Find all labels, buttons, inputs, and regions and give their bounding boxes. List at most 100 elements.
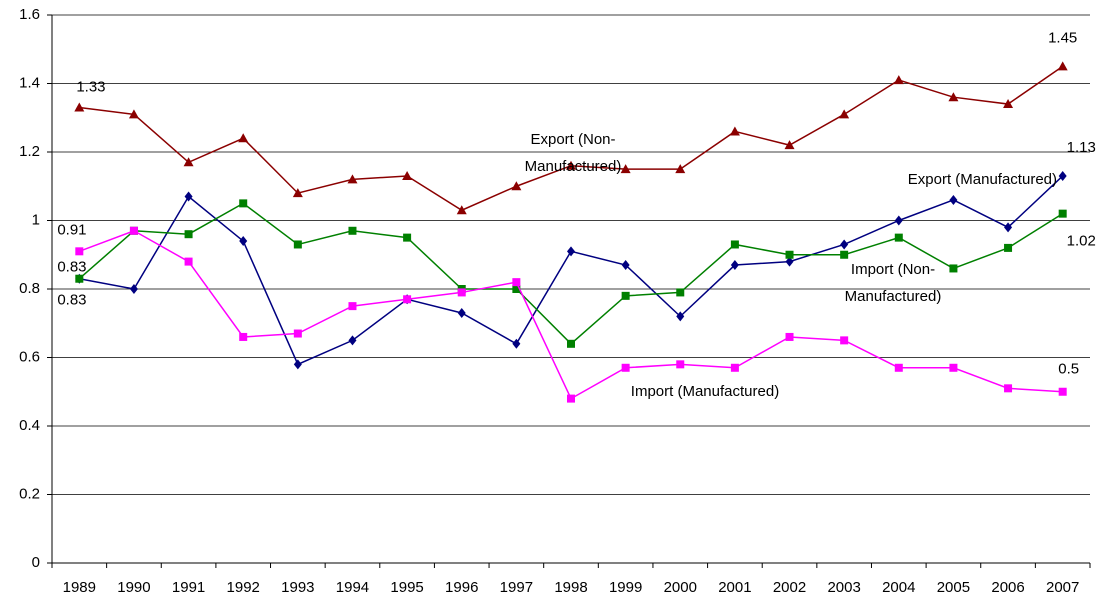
marker xyxy=(74,102,85,112)
y-tick-label: 1.4 xyxy=(19,74,40,91)
x-tick-label: 1999 xyxy=(609,579,642,596)
marker xyxy=(129,284,138,294)
marker xyxy=(403,295,412,304)
marker xyxy=(1058,209,1067,218)
marker xyxy=(729,126,740,136)
marker xyxy=(730,240,739,249)
x-tick-label: 2001 xyxy=(718,579,751,596)
x-tick-label: 1990 xyxy=(117,579,150,596)
marker xyxy=(457,307,466,318)
marker xyxy=(512,285,521,293)
marker xyxy=(566,160,576,170)
marker xyxy=(239,332,248,341)
x-tick-label: 2005 xyxy=(937,579,970,596)
marker xyxy=(1004,384,1013,393)
marker xyxy=(348,335,357,346)
x-tick-label: 1997 xyxy=(500,579,533,596)
marker xyxy=(785,256,794,267)
x-tick-label: 2000 xyxy=(664,579,697,596)
marker xyxy=(184,191,193,202)
marker xyxy=(239,236,248,247)
y-tick-label: 1.6 xyxy=(19,6,40,23)
x-tick-label: 2003 xyxy=(827,579,860,596)
data-label: 0.83 xyxy=(57,292,86,309)
marker xyxy=(894,215,903,226)
marker xyxy=(239,199,248,208)
marker xyxy=(1058,387,1067,396)
marker xyxy=(840,250,849,259)
x-tick-label: 1994 xyxy=(336,579,369,596)
series-label: Import (Non-Manufactured) xyxy=(845,261,942,305)
marker xyxy=(75,247,84,256)
y-tick-label: 0 xyxy=(32,554,40,571)
y-tick-label: 0.2 xyxy=(19,485,40,502)
marker xyxy=(567,394,575,403)
marker xyxy=(129,226,138,235)
series-label: Import (Manufactured) xyxy=(631,383,779,400)
y-tick-label: 1 xyxy=(32,211,40,228)
x-tick-label: 1995 xyxy=(390,579,423,596)
marker xyxy=(348,302,357,311)
marker xyxy=(403,233,412,242)
marker xyxy=(238,133,249,143)
marker xyxy=(293,240,302,249)
marker xyxy=(730,260,739,271)
marker xyxy=(784,140,795,150)
data-label: 0.5 xyxy=(1058,361,1079,378)
x-tick-label: 2002 xyxy=(773,579,806,596)
y-tick-label: 0.6 xyxy=(19,348,40,365)
data-label: 0.83 xyxy=(57,259,86,276)
marker xyxy=(293,359,302,370)
marker xyxy=(949,264,958,273)
marker xyxy=(183,157,194,167)
marker xyxy=(1004,222,1013,233)
marker xyxy=(1003,99,1014,109)
marker xyxy=(893,75,904,85)
marker xyxy=(347,174,358,184)
y-tick-label: 0.8 xyxy=(19,280,40,297)
data-label: 1.45 xyxy=(1048,29,1077,46)
marker xyxy=(456,205,467,215)
marker xyxy=(512,338,521,349)
marker xyxy=(948,92,959,102)
marker xyxy=(894,363,903,372)
marker xyxy=(402,170,413,180)
marker xyxy=(184,257,193,266)
marker xyxy=(621,363,630,372)
x-tick-label: 1998 xyxy=(554,579,587,596)
x-tick-label: 2004 xyxy=(882,579,915,596)
y-tick-label: 0.4 xyxy=(19,417,40,434)
x-tick-label: 2006 xyxy=(991,579,1024,596)
data-label: 1.13 xyxy=(1067,139,1096,156)
marker xyxy=(1058,170,1067,181)
marker xyxy=(75,274,84,283)
series-label: Export (Non-Manufactured) xyxy=(525,131,622,175)
marker xyxy=(567,246,575,257)
marker xyxy=(457,288,466,297)
data-label: 1.02 xyxy=(1067,233,1096,250)
series-label: Export (Manufactured) xyxy=(908,171,1057,188)
marker xyxy=(839,109,850,119)
x-tick-label: 1992 xyxy=(227,579,260,596)
marker xyxy=(292,188,303,198)
marker xyxy=(949,194,958,205)
marker xyxy=(620,164,631,174)
marker xyxy=(840,239,849,250)
data-label: 1.33 xyxy=(76,78,105,95)
marker xyxy=(785,332,794,341)
marker xyxy=(785,250,794,259)
marker xyxy=(567,339,575,348)
marker xyxy=(293,329,302,338)
marker xyxy=(512,278,521,287)
x-tick-label: 1991 xyxy=(172,579,205,596)
marker xyxy=(621,260,630,271)
marker xyxy=(840,336,849,345)
marker xyxy=(511,181,522,191)
x-tick-label: 1996 xyxy=(445,579,478,596)
marker xyxy=(621,291,630,300)
marker xyxy=(676,288,685,297)
x-tick-label: 1989 xyxy=(63,579,96,596)
marker xyxy=(348,226,357,235)
y-tick-label: 1.2 xyxy=(19,143,40,160)
